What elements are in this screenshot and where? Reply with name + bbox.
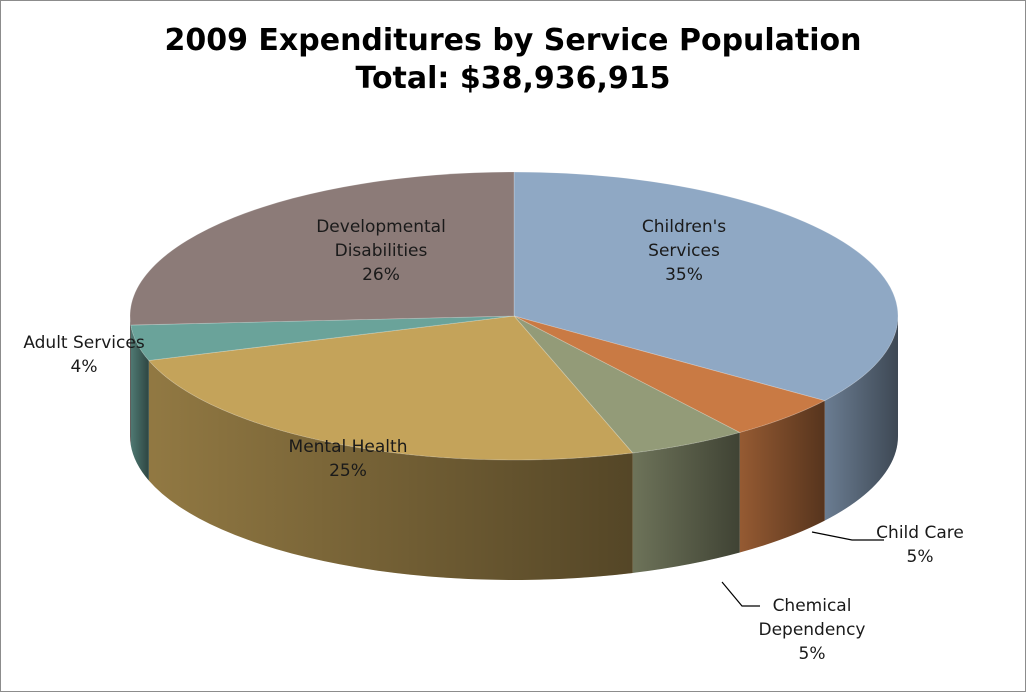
slice-pct-label: 26% (362, 265, 400, 285)
leader-line-1 (811, 531, 884, 541)
pie-side-shade-1 (739, 400, 825, 553)
slice-name-label: Dependency (758, 620, 865, 640)
pie-side-shade-5 (130, 316, 131, 446)
pie-side-shade-4 (130, 325, 149, 481)
slice-pct-label: 5% (907, 547, 934, 567)
pie-slice-3 (147, 315, 634, 461)
slice-pct-label: 5% (799, 644, 826, 664)
slice-label-0: Children's Services 35% (642, 217, 726, 285)
slice-label-1: Child Care 5% (876, 523, 964, 567)
slice-name-label: Chemical (773, 596, 852, 616)
slice-label-4: Adult Services 4% (23, 333, 145, 377)
slice-label-3: Mental Health 25% (289, 437, 408, 481)
pie-slice-0 (513, 171, 899, 402)
slice-label-2: Chemical Dependency 5% (758, 596, 865, 664)
pie-sides (130, 316, 898, 580)
pie-slice-1 (513, 315, 826, 433)
pie-side-shade-0 (824, 316, 898, 521)
slice-name-label: Mental Health (289, 437, 408, 457)
slice-name-label: Disabilities (335, 241, 428, 261)
leader-line-2 (721, 581, 760, 607)
slice-name-label: Developmental (316, 217, 446, 237)
chart-title-line: 2009 Expenditures by Service Population (164, 23, 862, 58)
slice-label-5: Developmental Disabilities 26% (316, 217, 446, 285)
pie-slice-2 (513, 315, 741, 454)
pie-side-shade-2 (632, 432, 740, 573)
chart-subtitle-line: Total: $38,936,915 (355, 61, 671, 96)
chart-title: 2009 Expenditures by Service Population … (0, 22, 1026, 98)
slice-labels: Children's Services 35%Child Care 5%Chemica… (23, 217, 964, 664)
slice-name-label: Children's (642, 217, 726, 237)
pie-slice-4 (130, 315, 515, 361)
leader-lines (721, 531, 884, 607)
slice-pct-label: 4% (71, 357, 98, 377)
slice-name-label: Child Care (876, 523, 964, 543)
slice-pct-label: 35% (665, 265, 703, 285)
pie-tops (129, 171, 899, 461)
pie-side-shade-3 (148, 360, 633, 580)
slice-pct-label: 25% (329, 461, 367, 481)
slice-name-label: Adult Services (23, 333, 145, 353)
slice-name-label: Services (648, 241, 720, 261)
pie-slice-5 (129, 171, 515, 326)
